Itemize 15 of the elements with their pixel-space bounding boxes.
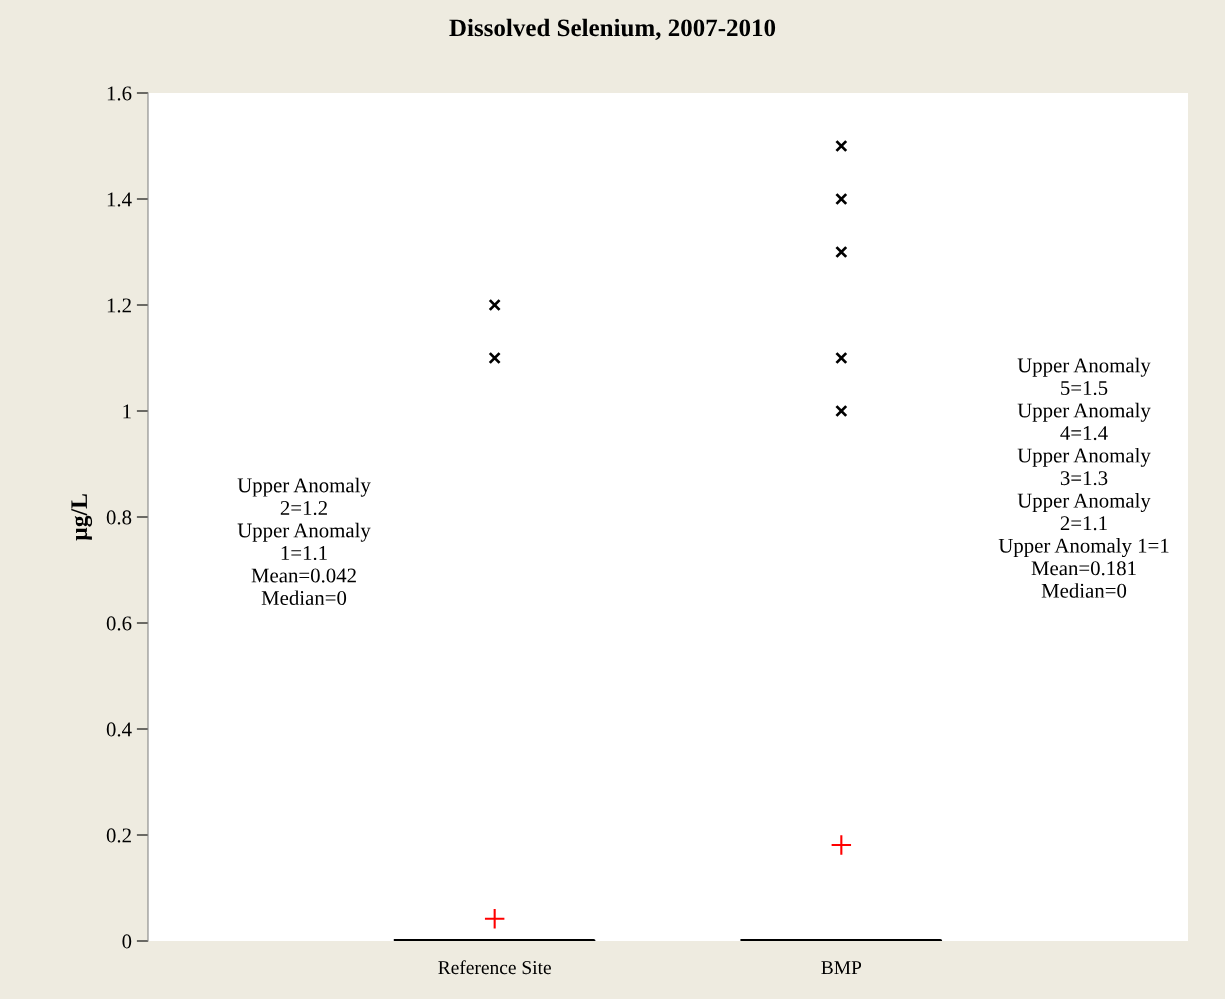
- text: Upper Anomaly 5=1.5 Upper Anomaly 4=1.4 Upper Anomaly 3=1.3 Upper Anomaly 2=1.1 Upper Anomaly 1=1 Mean=0.181 Median=0: [998, 357, 1169, 598]
- y-tick-label: 0.2: [106, 828, 131, 843]
- y-axis-title: µg/L: [71, 494, 93, 541]
- chart-title: Dissolved Selenium, 2007-2010: [449, 18, 776, 40]
- y-tick-label: 1.6: [107, 86, 132, 101]
- x-tick-label: Reference Site: [438, 960, 551, 975]
- y-tick-label: 1.2: [107, 298, 131, 313]
- y-tick-label: 1.4: [107, 192, 132, 207]
- y-tick-label: 0: [122, 934, 132, 949]
- annotation: Upper Anomaly 2=1.2 Upper Anomaly 1=1.1 Mean=0.042 Median=0: [237, 477, 371, 606]
- y-tick-label: 0.6: [106, 616, 132, 631]
- y-tick-label: 0.8: [106, 510, 132, 525]
- x-tick-label: BMP: [821, 961, 862, 974]
- y-tick-label: 0.4: [106, 722, 132, 737]
- y-tick-label: 1: [123, 404, 131, 419]
